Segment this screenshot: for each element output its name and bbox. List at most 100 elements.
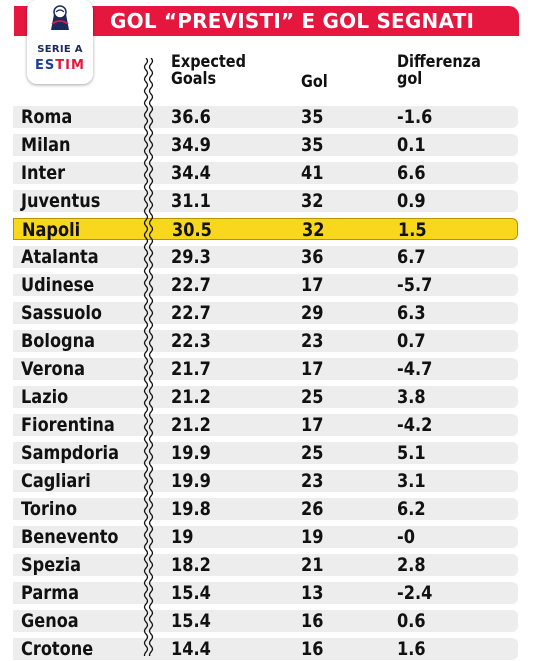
team-name: Fiorentina [21,414,115,436]
league-logo: SERIE A ESTIM [27,0,93,84]
title-banner: GOL “PREVISTI” E GOL SEGNATI [14,6,519,36]
table-row: Benevento 19 19 -0 [13,526,518,548]
sponsor-brand: TIM [55,58,85,73]
expected-goals-value: 22.7 [171,274,211,296]
goal-difference-value: -0 [397,526,415,548]
goals-value: 17 [301,358,324,380]
goal-difference-value: 2.8 [397,554,426,576]
column-header-gol: Gol [301,72,328,92]
expected-goals-value: 34.4 [171,162,211,184]
team-name: Udinese [21,274,95,296]
goal-difference-value: 0.1 [397,134,426,156]
table-row: Juventus 31.1 32 0.9 [13,190,518,212]
goals-value: 23 [301,470,324,492]
goal-difference-value: 0.7 [397,330,426,352]
table-row: Milan 34.9 35 0.1 [13,134,518,156]
expected-goals-value: 34.9 [171,134,211,156]
table-row: Lazio 21.2 25 3.8 [13,386,518,408]
sponsor-mark: ESTIM [27,58,93,73]
goal-difference-value: 6.6 [397,162,426,184]
expected-goals-value: 18.2 [171,554,211,576]
goals-value: 35 [301,106,324,128]
expected-goals-value: 14.4 [171,638,211,660]
goals-value: 41 [301,162,324,184]
column-header-differenza: Differenza gol [397,52,481,89]
table-row: Parma 15.4 13 -2.4 [13,582,518,604]
team-name: Milan [21,134,71,156]
team-name: Inter [21,162,66,184]
wavy-divider-icon [143,58,154,656]
expected-goals-value: 19.8 [171,498,211,520]
team-name: Lazio [21,386,69,408]
goals-value: 16 [301,610,324,632]
goals-value: 21 [301,554,324,576]
table-row: Napoli 30.5 32 1.5 [13,218,518,241]
table-row: Sassuolo 22.7 29 6.3 [13,302,518,324]
goals-value: 17 [301,414,324,436]
table-row: Roma 36.6 35 -1.6 [13,106,518,128]
table-row: Genoa 15.4 16 0.6 [13,610,518,632]
goals-value: 23 [301,330,324,352]
team-name: Genoa [21,610,79,632]
team-name: Benevento [21,526,119,548]
expected-goals-value: 19 [171,526,194,548]
team-name: Sampdoria [21,442,119,464]
goals-value: 19 [301,526,324,548]
team-name: Cagliari [21,470,91,492]
goal-difference-value: -4.7 [397,358,433,380]
team-name: Atalanta [21,246,99,268]
goals-value: 25 [301,386,324,408]
expected-goals-value: 21.2 [171,386,211,408]
goals-value: 32 [301,190,324,212]
team-name: Parma [21,582,79,604]
goals-value: 32 [302,219,325,241]
goals-value: 26 [301,498,324,520]
goals-value: 16 [301,638,324,660]
team-name: Napoli [22,219,81,241]
serie-a-logo-icon [51,5,69,30]
table-row: Cagliari 19.9 23 3.1 [13,470,518,492]
goal-difference-value: 3.8 [397,386,426,408]
expected-goals-value: 22.7 [171,302,211,324]
table-row: Spezia 18.2 21 2.8 [13,554,518,576]
goals-value: 13 [301,582,324,604]
table-row: Sampdoria 19.9 25 5.1 [13,442,518,464]
expected-goals-value: 15.4 [171,582,211,604]
expected-goals-value: 19.9 [171,470,211,492]
table-row: Atalanta 29.3 36 6.7 [13,246,518,268]
goal-difference-value: 6.3 [397,302,426,324]
goals-value: 17 [301,274,324,296]
team-name: Roma [21,106,73,128]
goals-value: 36 [301,246,324,268]
goal-difference-value: -1.6 [397,106,433,128]
team-name: Verona [21,358,86,380]
league-name: SERIE A [37,44,83,55]
goals-value: 35 [301,134,324,156]
goal-difference-value: 0.9 [397,190,426,212]
goal-difference-value: 1.5 [398,219,427,241]
team-name: Bologna [21,330,96,352]
goal-difference-value: -2.4 [397,582,433,604]
expected-goals-value: 19.9 [171,442,211,464]
team-name: Sassuolo [21,302,102,324]
expected-goals-value: 29.3 [171,246,211,268]
table-row: Torino 19.8 26 6.2 [13,498,518,520]
team-name: Torino [21,498,78,520]
team-name: Crotone [21,638,94,660]
expected-goals-value: 22.3 [171,330,211,352]
table-row: Verona 21.7 17 -4.7 [13,358,518,380]
goals-value: 29 [301,302,324,324]
goal-difference-value: -4.2 [397,414,433,436]
table-row: Fiorentina 21.2 17 -4.2 [13,414,518,436]
expected-goals-value: 15.4 [171,610,211,632]
goals-value: 25 [301,442,324,464]
team-name: Juventus [21,190,101,212]
sponsor-prefix: ES [35,58,56,73]
goal-difference-value: -5.7 [397,274,433,296]
table-row: Udinese 22.7 17 -5.7 [13,274,518,296]
goal-difference-value: 5.1 [397,442,426,464]
table-row: Crotone 14.4 16 1.6 [13,638,518,660]
expected-goals-value: 36.6 [171,106,211,128]
table-row: Bologna 22.3 23 0.7 [13,330,518,352]
page-title: GOL “PREVISTI” E GOL SEGNATI [110,9,475,33]
